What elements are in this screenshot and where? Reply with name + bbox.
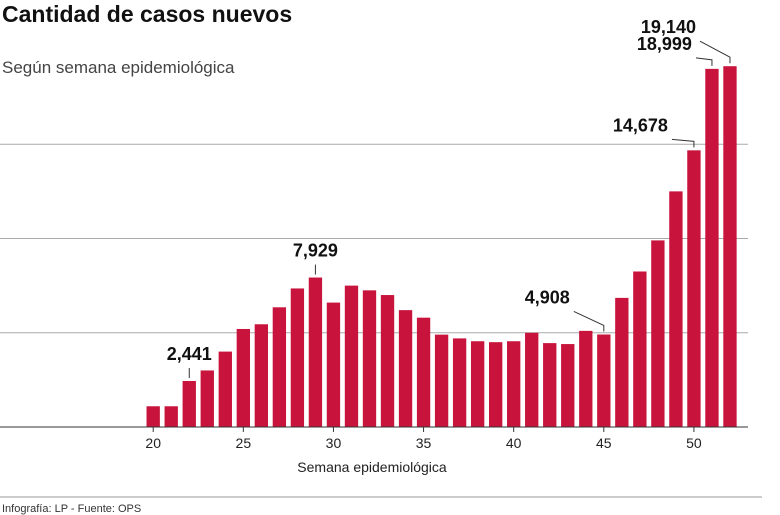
x-tick-label: 40 — [506, 435, 522, 451]
bar — [146, 406, 160, 427]
x-axis-label: Semana epidemiológica — [297, 459, 447, 475]
leader-line — [695, 57, 713, 66]
bar — [200, 370, 214, 427]
bar — [597, 334, 611, 427]
bar — [723, 66, 737, 427]
bar — [615, 297, 629, 427]
value-label: 7,929 — [293, 241, 338, 261]
bar — [452, 338, 467, 427]
bar — [398, 310, 413, 427]
x-tick-label: 35 — [416, 435, 432, 451]
bar — [218, 351, 232, 427]
x-tick-label: 50 — [686, 435, 702, 451]
bar — [488, 342, 503, 427]
bar — [164, 406, 178, 427]
chart-title: Cantidad de casos nuevos — [2, 1, 292, 27]
leader-line — [699, 40, 731, 64]
bar — [651, 240, 665, 427]
bar — [579, 330, 593, 427]
value-label: 2,441 — [167, 344, 212, 364]
leader-line — [671, 138, 695, 148]
bar — [470, 341, 485, 427]
value-label: 14,678 — [613, 115, 668, 135]
x-tick-label: 45 — [596, 435, 612, 451]
bar — [633, 271, 647, 427]
x-tick-label: 30 — [326, 435, 342, 451]
x-tick-label: 20 — [145, 435, 161, 451]
bar — [254, 324, 269, 427]
bar — [362, 290, 377, 427]
value-label: 19,140 — [641, 17, 696, 37]
bar — [344, 285, 359, 427]
value-label: 18,999 — [637, 34, 692, 54]
value-label: 4,908 — [525, 287, 570, 307]
bar — [669, 191, 683, 427]
bar — [290, 288, 305, 427]
bar — [182, 380, 196, 427]
leader-line — [573, 311, 605, 332]
bar — [561, 344, 575, 427]
bar — [326, 302, 341, 427]
bar — [543, 343, 557, 427]
bar — [308, 277, 323, 427]
source-note: Infografía: LP - Fuente: OPS — [2, 503, 141, 515]
chart-subtitle: Según semana epidemiológica — [2, 58, 235, 77]
bar — [236, 328, 250, 427]
bar — [434, 334, 449, 427]
bar — [705, 68, 719, 428]
bar — [272, 307, 287, 427]
bar — [525, 332, 539, 427]
bar — [507, 341, 521, 427]
bar — [380, 295, 395, 427]
bar — [687, 150, 701, 427]
x-tick-label: 25 — [236, 435, 252, 451]
bar — [416, 317, 431, 427]
